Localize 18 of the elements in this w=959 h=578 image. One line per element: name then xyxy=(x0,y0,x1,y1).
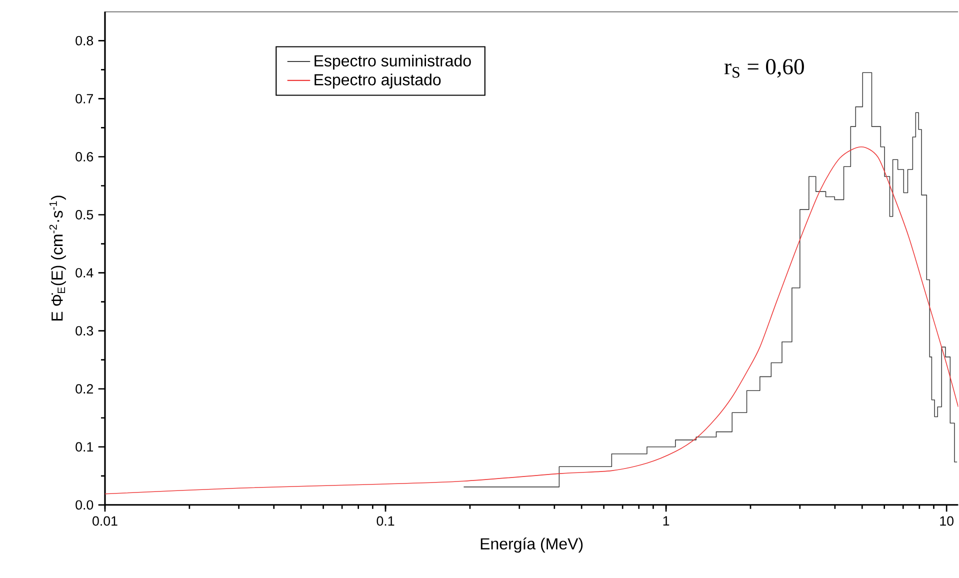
x-tick-label: 0.1 xyxy=(376,516,394,526)
y-tick-label: 0.3 xyxy=(76,326,94,336)
y-axis-title: E Φ̇$_{E}$(E) (cm$^{-2}$·s$^{-1}$) xyxy=(49,196,66,321)
x-axis-title: Energía (MeV) xyxy=(480,538,583,553)
legend-label: Espectro ajustado xyxy=(314,74,441,89)
y-tick-label: 0.8 xyxy=(76,36,94,46)
y-tick-label: 0.7 xyxy=(76,94,93,104)
y-tick-label: 0.6 xyxy=(76,152,94,162)
x-tick-label: 10 xyxy=(940,516,954,526)
y-tick-label: 0.2 xyxy=(76,384,93,394)
y-tick-label: 0.0 xyxy=(76,500,94,510)
y-tick-label: 0.1 xyxy=(76,442,93,452)
annotation: r$_{S}$ = 0,60 xyxy=(724,59,804,78)
x-tick-label: 1 xyxy=(663,516,670,526)
y-tick-label: 0.4 xyxy=(76,268,94,278)
y-tick-label: 0.5 xyxy=(76,210,94,220)
x-tick-label: 0.01 xyxy=(92,516,118,526)
legend-label: Espectro suministrado xyxy=(314,54,471,70)
